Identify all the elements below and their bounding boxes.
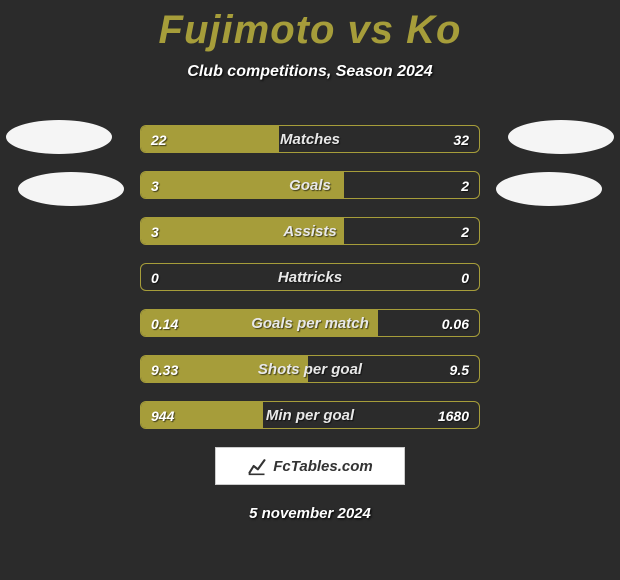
- stat-label: Matches: [141, 126, 479, 153]
- page-subtitle: Club competitions, Season 2024: [0, 63, 620, 81]
- stat-label: Shots per goal: [141, 356, 479, 383]
- stat-label: Hattricks: [141, 264, 479, 291]
- stat-row: 3Assists2: [140, 217, 480, 245]
- stat-label: Goals: [141, 172, 479, 199]
- stat-row: 0Hattricks0: [140, 263, 480, 291]
- stat-value-right: 32: [453, 126, 469, 153]
- stat-value-right: 1680: [438, 402, 469, 429]
- stat-row: 3Goals2: [140, 171, 480, 199]
- chart-icon: [247, 456, 267, 476]
- stat-label: Assists: [141, 218, 479, 245]
- stats-container: 22Matches323Goals23Assists20Hattricks00.…: [0, 125, 620, 429]
- brand-badge: FcTables.com: [215, 447, 405, 485]
- stat-row: 944Min per goal1680: [140, 401, 480, 429]
- stat-value-right: 2: [461, 218, 469, 245]
- stat-label: Goals per match: [141, 310, 479, 337]
- stat-value-right: 9.5: [450, 356, 469, 383]
- player2-club-badge-1: [508, 120, 614, 154]
- brand-text: FcTables.com: [273, 458, 372, 475]
- stat-row: 0.14Goals per match0.06: [140, 309, 480, 337]
- stat-row: 22Matches32: [140, 125, 480, 153]
- stat-value-right: 0.06: [442, 310, 469, 337]
- date-text: 5 november 2024: [0, 505, 620, 522]
- stat-value-right: 2: [461, 172, 469, 199]
- stat-label: Min per goal: [141, 402, 479, 429]
- player2-club-badge-2: [496, 172, 602, 206]
- player1-club-badge-1: [6, 120, 112, 154]
- stat-value-right: 0: [461, 264, 469, 291]
- page-title: Fujimoto vs Ko: [0, 0, 620, 53]
- stat-row: 9.33Shots per goal9.5: [140, 355, 480, 383]
- player1-club-badge-2: [18, 172, 124, 206]
